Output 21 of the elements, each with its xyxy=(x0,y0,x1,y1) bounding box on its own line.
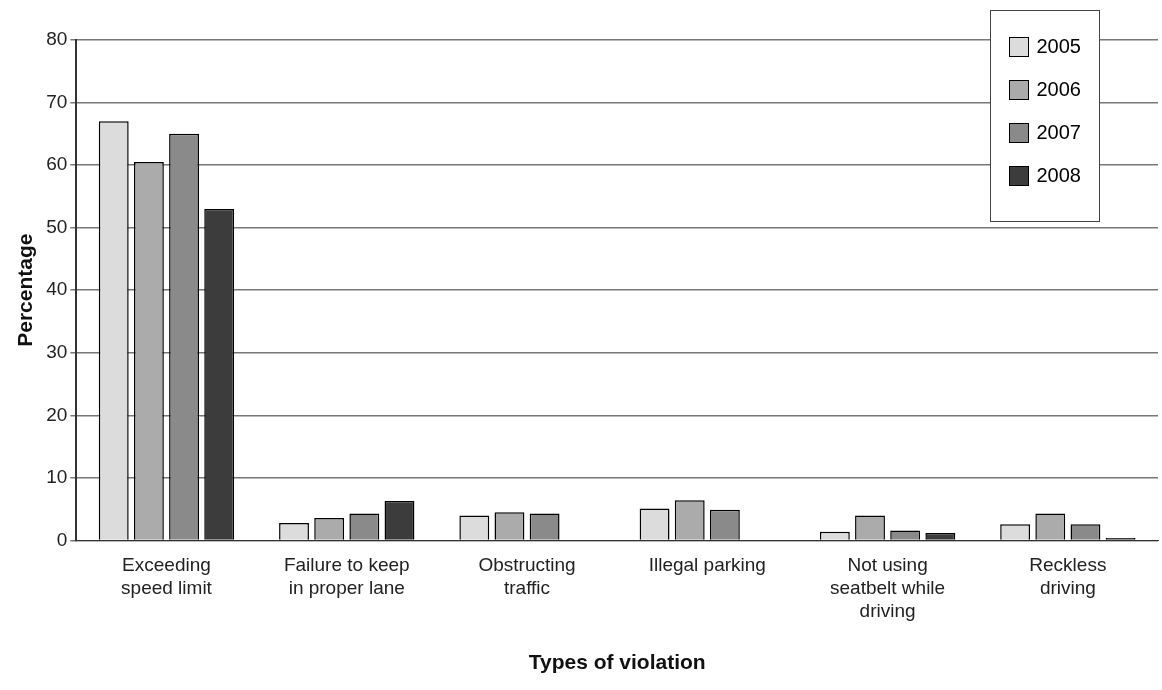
x-tick-label: Exceeding speed limit xyxy=(121,554,213,598)
y-axis-title: Percentage xyxy=(13,233,37,347)
y-tick-label: 80 xyxy=(46,28,68,50)
legend-label: 2008 xyxy=(1036,164,1081,187)
x-tick-label: Not using seatbelt while driving xyxy=(830,554,946,621)
legend-label: 2007 xyxy=(1036,121,1081,144)
legend-label: 2005 xyxy=(1036,35,1081,58)
y-tick-label: 0 xyxy=(56,528,68,550)
y-tick-label: 70 xyxy=(46,90,68,112)
y-tick-label: 20 xyxy=(46,403,68,425)
x-tick-label: Reckless driving xyxy=(1029,554,1107,598)
x-tick-label: Failure to keep in proper lane xyxy=(283,554,410,598)
y-tick-label: 40 xyxy=(46,278,68,300)
legend-label: 2006 xyxy=(1036,78,1081,101)
x-axis-title: Types of violation xyxy=(528,650,706,674)
x-tick-label: Illegal parking xyxy=(648,554,766,576)
y-tick-label: 60 xyxy=(46,153,68,175)
y-tick-label: 50 xyxy=(46,215,68,237)
y-tick-label: 30 xyxy=(46,340,68,362)
y-tick-label: 10 xyxy=(46,466,68,488)
x-tick-label: Obstructing traffic xyxy=(478,554,576,598)
